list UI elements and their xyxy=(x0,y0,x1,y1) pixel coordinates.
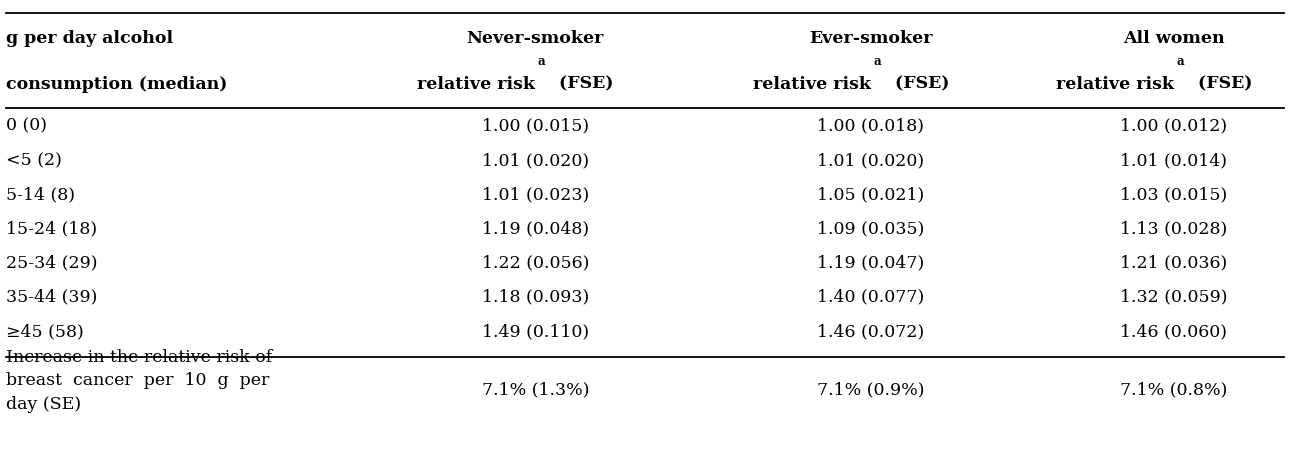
Text: a: a xyxy=(1176,55,1184,68)
Text: 5-14 (8): 5-14 (8) xyxy=(6,186,75,203)
Text: 1.19 (0.048): 1.19 (0.048) xyxy=(481,220,590,237)
Text: 1.13 (0.028): 1.13 (0.028) xyxy=(1120,220,1228,237)
Text: 1.01 (0.020): 1.01 (0.020) xyxy=(481,152,590,169)
Text: <5 (2): <5 (2) xyxy=(6,152,62,169)
Text: Increase in the relative risk of
breast  cancer  per  10  g  per
day (SE): Increase in the relative risk of breast … xyxy=(6,348,272,412)
Text: 1.40 (0.077): 1.40 (0.077) xyxy=(817,288,925,305)
Text: 1.03 (0.015): 1.03 (0.015) xyxy=(1120,186,1228,203)
Text: 1.49 (0.110): 1.49 (0.110) xyxy=(481,322,590,339)
Text: 7.1% (0.8%): 7.1% (0.8%) xyxy=(1120,380,1228,398)
Text: 1.05 (0.021): 1.05 (0.021) xyxy=(817,186,925,203)
Text: Ever-smoker: Ever-smoker xyxy=(809,30,933,47)
Text: 1.01 (0.023): 1.01 (0.023) xyxy=(481,186,590,203)
Text: 7.1% (1.3%): 7.1% (1.3%) xyxy=(481,380,590,398)
Text: Never-smoker: Never-smoker xyxy=(467,30,604,47)
Text: 25-34 (29): 25-34 (29) xyxy=(6,254,98,271)
Text: relative risk: relative risk xyxy=(418,76,535,93)
Text: 1.46 (0.072): 1.46 (0.072) xyxy=(817,322,925,339)
Text: ≥45 (58): ≥45 (58) xyxy=(6,322,84,339)
Text: 1.00 (0.015): 1.00 (0.015) xyxy=(481,117,590,135)
Text: g per day alcohol: g per day alcohol xyxy=(6,30,174,47)
Text: 1.22 (0.056): 1.22 (0.056) xyxy=(481,254,590,271)
Text: 1.01 (0.020): 1.01 (0.020) xyxy=(817,152,925,169)
Text: consumption (median): consumption (median) xyxy=(6,76,228,93)
Text: 1.32 (0.059): 1.32 (0.059) xyxy=(1120,288,1228,305)
Text: 1.00 (0.012): 1.00 (0.012) xyxy=(1120,117,1228,135)
Text: a: a xyxy=(538,55,546,68)
Text: 1.18 (0.093): 1.18 (0.093) xyxy=(481,288,590,305)
Text: (FSE): (FSE) xyxy=(553,76,614,93)
Text: (FSE): (FSE) xyxy=(1192,76,1253,93)
Text: 1.19 (0.047): 1.19 (0.047) xyxy=(817,254,925,271)
Text: 1.46 (0.060): 1.46 (0.060) xyxy=(1121,322,1227,339)
Text: 1.00 (0.018): 1.00 (0.018) xyxy=(818,117,924,135)
Text: relative risk: relative risk xyxy=(1057,76,1174,93)
Text: a: a xyxy=(873,55,881,68)
Text: 1.21 (0.036): 1.21 (0.036) xyxy=(1120,254,1228,271)
Text: relative risk: relative risk xyxy=(753,76,871,93)
Text: 1.01 (0.014): 1.01 (0.014) xyxy=(1121,152,1227,169)
Text: 0 (0): 0 (0) xyxy=(6,117,48,135)
Text: All women: All women xyxy=(1124,30,1224,47)
Text: 35-44 (39): 35-44 (39) xyxy=(6,288,98,305)
Text: 7.1% (0.9%): 7.1% (0.9%) xyxy=(817,380,925,398)
Text: (FSE): (FSE) xyxy=(889,76,949,93)
Text: 1.09 (0.035): 1.09 (0.035) xyxy=(817,220,925,237)
Text: 15-24 (18): 15-24 (18) xyxy=(6,220,98,237)
